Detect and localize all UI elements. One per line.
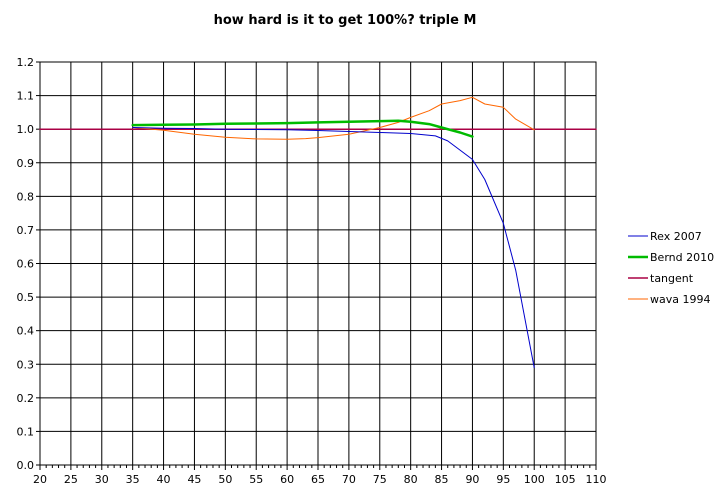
chart-title: how hard is it to get 100%? triple M (214, 13, 477, 28)
legend-label-tangent: tangent (650, 272, 694, 285)
y-tick-label: 0.0 (17, 459, 35, 472)
y-tick-label: 0.9 (17, 157, 35, 170)
y-tick-label: 0.3 (17, 358, 35, 371)
x-tick-label: 50 (218, 473, 232, 486)
x-tick-label: 35 (126, 473, 140, 486)
x-tick-label: 95 (496, 473, 510, 486)
y-tick-label: 0.5 (17, 291, 35, 304)
y-tick-label: 0.4 (17, 325, 35, 338)
legend-label-rex-2007: Rex 2007 (650, 230, 702, 243)
x-tick-label: 105 (555, 473, 576, 486)
y-tick-label: 1.0 (17, 123, 35, 136)
x-tick-label: 20 (33, 473, 47, 486)
x-tick-label: 110 (586, 473, 607, 486)
y-tick-label: 1.1 (17, 90, 35, 103)
x-tick-label: 25 (64, 473, 78, 486)
x-tick-label: 55 (249, 473, 263, 486)
legend-label-wava-1994: wava 1994 (650, 293, 710, 306)
x-tick-label: 40 (157, 473, 171, 486)
y-tick-label: 0.8 (17, 190, 35, 203)
series-group (39, 96, 597, 369)
y-tick-label: 0.6 (17, 258, 35, 271)
x-tick-label: 65 (311, 473, 325, 486)
x-tick-label: 30 (95, 473, 109, 486)
legend-label-bernd-2010: Bernd 2010 (650, 251, 714, 264)
x-tick-label: 90 (465, 473, 479, 486)
y-tick-label: 0.7 (17, 224, 35, 237)
x-tick-label: 85 (435, 473, 449, 486)
x-tick-label: 75 (373, 473, 387, 486)
series-line-wava-1994 (132, 96, 535, 140)
y-tick-label: 0.1 (17, 425, 35, 438)
y-tick-label: 1.2 (17, 56, 35, 69)
axes: 0.0 0.1 0.2 0.3 0.4 0.5 0.6 0.7 0.8 0.9 1.0 1.1 1.2 2… (17, 56, 607, 486)
x-tick-label: 70 (342, 473, 356, 486)
y-tick-label: 0.2 (17, 392, 35, 405)
series-line-rex-2007 (132, 127, 535, 369)
x-tick-label: 100 (524, 473, 545, 486)
x-tick-label: 60 (280, 473, 294, 486)
series-line-bernd-2010 (131, 119, 474, 138)
x-tick-label: 45 (187, 473, 201, 486)
legend: Rex 2007 Bernd 2010 tangent wava 1994 (628, 230, 714, 306)
x-tick-label: 80 (404, 473, 418, 486)
